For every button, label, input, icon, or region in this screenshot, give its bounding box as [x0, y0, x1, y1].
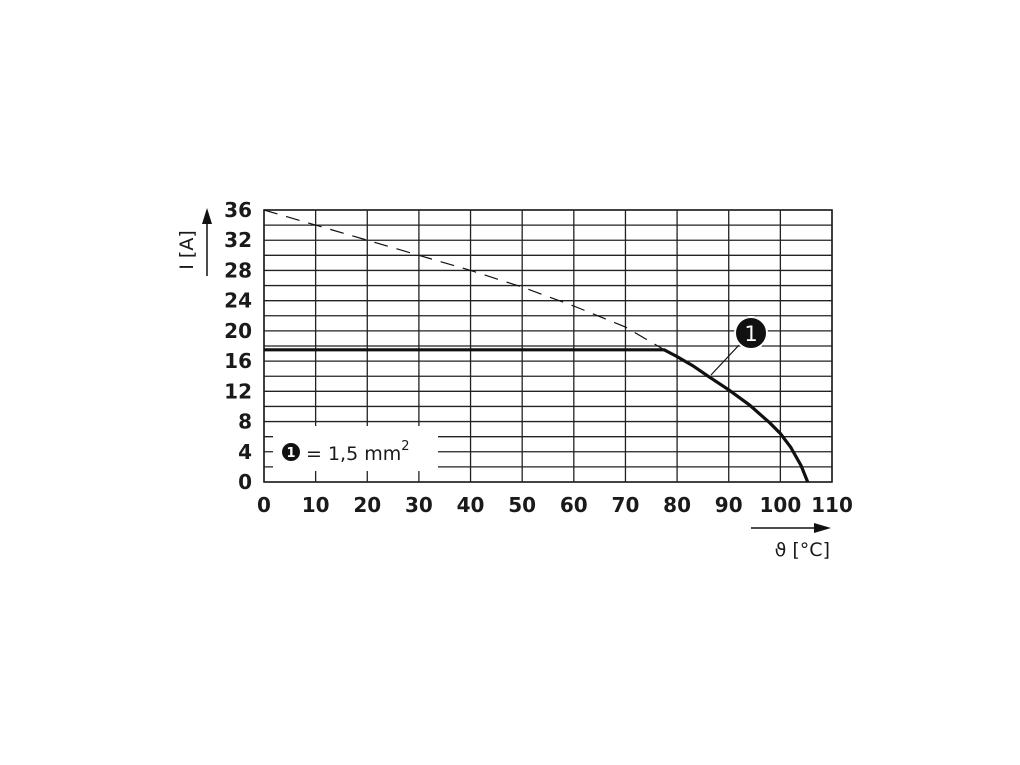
y-tick-label: 32	[224, 228, 252, 252]
x-tick-label: 30	[405, 493, 433, 517]
x-tick-label: 40	[457, 493, 485, 517]
legend-box: 1 = 1,5 mm2	[273, 426, 438, 471]
legend-text: = 1,5 mm2	[306, 439, 410, 465]
y-tick-label: 36	[224, 198, 252, 222]
x-axis-title: ϑ [°C]	[751, 523, 831, 561]
x-tick-label: 50	[508, 493, 536, 517]
series	[263, 209, 810, 483]
legend-marker-label: 1	[286, 446, 295, 461]
arrow-right-icon	[814, 523, 831, 533]
svg-text:ϑ [°C]: ϑ [°C]	[775, 539, 830, 561]
x-tick-label: 80	[663, 493, 691, 517]
tick-labels: 0 10 20 30 40 50 60 70 80 90 100 110 0 4 8 12 16 20 24 28 32…	[224, 198, 853, 517]
x-tick-label: 0	[257, 493, 271, 517]
x-tick-label: 70	[612, 493, 640, 517]
y-tick-label: 28	[224, 258, 252, 282]
x-tick-label: 110	[811, 493, 853, 517]
x-tick-label: 60	[560, 493, 588, 517]
y-tick-label: 12	[224, 379, 252, 403]
x-tick-label: 20	[353, 493, 381, 517]
y-tick-label: 24	[224, 289, 252, 313]
legend-marker	[282, 443, 300, 461]
arrow-up-icon	[202, 208, 212, 224]
dashed-curve	[263, 209, 665, 351]
y-tick-label: 4	[238, 440, 252, 464]
curve-marker-label: 1	[744, 322, 757, 346]
svg-text:I [A]: I [A]	[176, 230, 198, 269]
y-axis-title: I [A]	[176, 208, 212, 276]
y-tick-label: 16	[224, 349, 252, 373]
y-tick-label: 0	[238, 470, 252, 494]
x-tick-label: 10	[302, 493, 330, 517]
x-tick-label: 100	[759, 493, 801, 517]
x-tick-label: 90	[715, 493, 743, 517]
y-tick-label: 20	[224, 319, 252, 343]
derating-curve	[264, 348, 810, 483]
curve-label: 1	[710, 316, 768, 376]
plot-frame	[263, 209, 833, 483]
y-tick-label: 8	[238, 410, 252, 434]
